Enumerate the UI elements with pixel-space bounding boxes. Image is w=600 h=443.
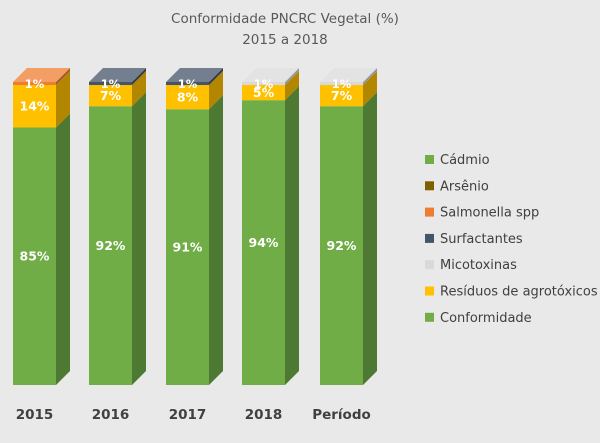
legend-swatch (425, 312, 434, 322)
x-tick-label: 2016 (92, 407, 130, 423)
bar-side-conformidade (363, 92, 377, 386)
bar-stack-período: 92% 7%1% (320, 68, 377, 386)
data-label: 1% (25, 77, 45, 91)
legend-label: Conformidade (440, 311, 532, 326)
legend-label: Micotoxinas (440, 258, 517, 273)
data-label: 8% (177, 90, 199, 105)
legend-swatch (425, 181, 434, 191)
legend-item: Resíduos de agrotóxicos (425, 285, 598, 300)
x-tick-label: 2017 (169, 407, 207, 423)
legend-swatch (425, 286, 434, 296)
bar-segment-micotoxinas (320, 82, 363, 86)
data-label: 92% (96, 238, 126, 253)
legend-label: Salmonella spp (440, 206, 539, 221)
data-label: 91% (173, 240, 203, 255)
legend-swatch (425, 260, 434, 270)
bar-segment-res-duos-de-agrot-xicos (13, 85, 56, 128)
bar-side-res-duos-de-agrot-xicos (285, 71, 299, 101)
data-label: 14% (20, 99, 50, 114)
bar-side-res-duos-de-agrot-xicos (132, 71, 146, 107)
bar-segment-conformidade (89, 106, 132, 386)
bar-side-conformidade (56, 113, 70, 385)
data-label: 92% (327, 238, 357, 253)
data-label: 1% (332, 77, 352, 91)
legend-swatch (425, 207, 434, 217)
bar-top-face (166, 68, 223, 82)
data-label: 1% (254, 77, 274, 91)
x-tick-label: Período (312, 407, 371, 423)
bar-top-face (13, 68, 70, 82)
bar-stack-2015: 85% 14% 1% (13, 68, 70, 385)
bar-side-surfactantes (209, 68, 223, 86)
bar-segment-conformidade (320, 106, 363, 386)
bar-side-conformidade (132, 92, 146, 386)
bar-segment-conformidade (242, 100, 285, 386)
bar-segment-res-duos-de-agrot-xicos (89, 85, 132, 107)
bar-segment-salmonella-spp (13, 82, 56, 86)
bar-side-surfactantes (132, 68, 146, 86)
chart-subtitle: 2015 a 2018 (242, 32, 328, 48)
bars-group: 85%14%1%92%7%1%91%8%1%94%5%1%92%7%1% (13, 68, 377, 386)
bar-segment-res-duos-de-agrot-xicos (320, 85, 363, 107)
data-label: 7% (100, 88, 122, 103)
bar-side-salmonella-spp (56, 68, 70, 86)
data-label: 1% (101, 77, 121, 91)
bar-side-conformidade (209, 95, 223, 386)
x-axis-ticks: 2015 2016 2017 2018 Período (16, 407, 371, 423)
bar-side-res-duos-de-agrot-xicos (209, 71, 223, 110)
bar-segment-res-duos-de-agrot-xicos (166, 85, 209, 110)
bar-side-micotoxinas (363, 68, 377, 86)
bar-stack-2018: 94% 5%1% (242, 68, 299, 386)
bar-segment-micotoxinas (242, 82, 285, 86)
legend-label: Cádmio (440, 153, 490, 168)
bar-top-face (89, 68, 146, 82)
legend-swatch (425, 233, 434, 243)
legend-swatch (425, 155, 434, 164)
legend-label: Arsênio (440, 179, 489, 194)
chart-title: Conformidade PNCRC Vegetal (%) (171, 11, 399, 27)
legend-item: Cádmio (425, 153, 490, 168)
bar-side-conformidade (285, 86, 299, 386)
bar-stack-2016: 92% 7%1% (89, 68, 146, 386)
data-label: 85% (20, 249, 50, 264)
legend: Cádmio Arsênio Salmonella spp Surfactantes M… (425, 153, 598, 326)
data-label: 5% (253, 85, 275, 100)
bar-segment-conformidade (13, 127, 56, 385)
bar-top-face (242, 68, 299, 82)
data-label: 7% (331, 88, 353, 103)
bar-segment-surfactantes (89, 82, 132, 86)
x-tick-label: 2015 (16, 407, 54, 423)
legend-item: Surfactantes (425, 232, 523, 247)
bar-segment-conformidade (166, 109, 209, 386)
data-label: 94% (249, 235, 279, 250)
legend-label: Resíduos de agrotóxicos (440, 285, 598, 300)
legend-label: Surfactantes (440, 232, 523, 247)
bar-segment-surfactantes (166, 82, 209, 86)
legend-item: Arsênio (425, 179, 489, 194)
bar-stack-2017: 91% 8%1% (166, 68, 223, 386)
bar-side-res-duos-de-agrot-xicos (56, 71, 70, 128)
data-label: 1% (178, 77, 198, 91)
legend-item: Salmonella spp (425, 206, 539, 221)
x-tick-label: 2018 (245, 407, 283, 423)
bar-top-face (320, 68, 377, 82)
bar-segment-res-duos-de-agrot-xicos (242, 85, 285, 101)
bar-side-res-duos-de-agrot-xicos (363, 71, 377, 107)
legend-item: Conformidade (425, 311, 532, 326)
legend-item: Micotoxinas (425, 258, 517, 273)
bar-side-micotoxinas (285, 68, 299, 86)
